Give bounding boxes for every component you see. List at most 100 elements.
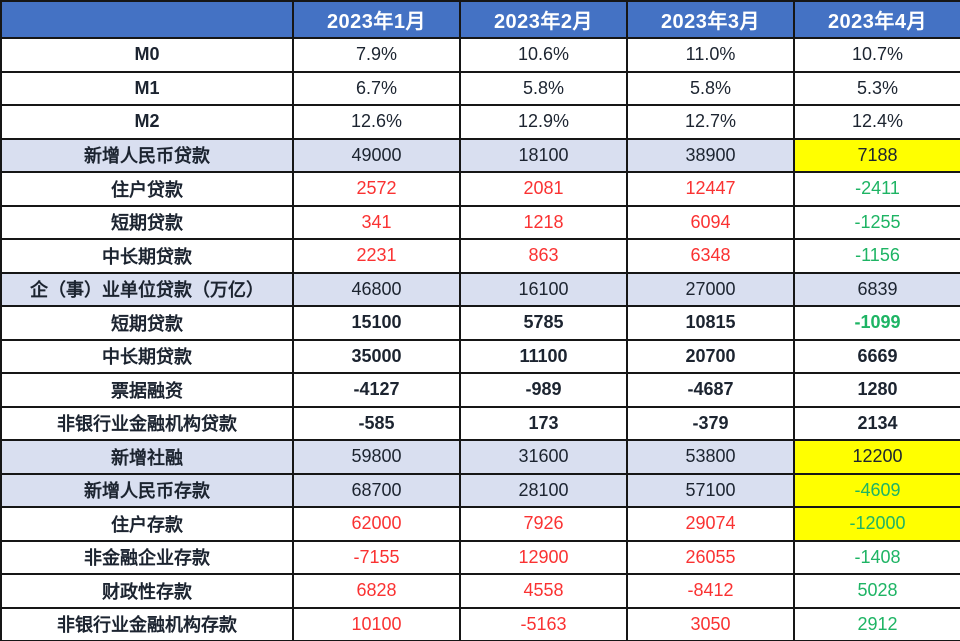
cell-value: 10815 xyxy=(626,305,795,341)
cell-value: -585 xyxy=(292,405,461,441)
cell-value: 18100 xyxy=(459,137,628,173)
table-row: 住户存款 62000 7926 29074 -12000 xyxy=(0,506,960,542)
cell-value: -4687 xyxy=(626,372,795,408)
cell-value: 6348 xyxy=(626,238,795,274)
cell-value: -12000 xyxy=(793,506,960,542)
cell-value: 12.6% xyxy=(292,104,461,140)
cell-value: 6.7% xyxy=(292,70,461,106)
table-row: 中长期贷款 35000 11100 20700 6669 xyxy=(0,338,960,374)
cell-value: 12900 xyxy=(459,539,628,575)
cell-value: 11100 xyxy=(459,338,628,374)
cell-value: 12.9% xyxy=(459,104,628,140)
cell-value: 12200 xyxy=(793,439,960,475)
table-row: 非银行业金融机构贷款 -585 173 -379 2134 xyxy=(0,405,960,441)
cell-value: 4558 xyxy=(459,573,628,609)
cell-value: -8412 xyxy=(626,573,795,609)
cell-value: 68700 xyxy=(292,472,461,508)
row-label: M0 xyxy=(0,37,294,73)
cell-value: 35000 xyxy=(292,338,461,374)
cell-value: 173 xyxy=(459,405,628,441)
table-row: M1 6.7% 5.8% 5.8% 5.3% xyxy=(0,70,960,106)
cell-value: 46800 xyxy=(292,271,461,307)
cell-value: 11.0% xyxy=(626,37,795,73)
cell-value: 38900 xyxy=(626,137,795,173)
table-row: 新增人民币存款 68700 28100 57100 -4609 xyxy=(0,472,960,508)
header-row: 2023年1月 2023年2月 2023年3月 2023年4月 xyxy=(0,0,960,39)
cell-value: 5028 xyxy=(793,573,960,609)
cell-value: 6828 xyxy=(292,573,461,609)
table-row: 短期贷款 15100 5785 10815 -1099 xyxy=(0,305,960,341)
cell-value: 20700 xyxy=(626,338,795,374)
row-label: 非银行业金融机构存款 xyxy=(0,606,294,641)
table-row: 企（事）业单位贷款（万亿） 46800 16100 27000 6839 xyxy=(0,271,960,307)
cell-value: 7.9% xyxy=(292,37,461,73)
cell-value: 59800 xyxy=(292,439,461,475)
row-label: 中长期贷款 xyxy=(0,238,294,274)
cell-value: 6839 xyxy=(793,271,960,307)
row-label: 新增人民币存款 xyxy=(0,472,294,508)
cell-value: -379 xyxy=(626,405,795,441)
row-label: 住户存款 xyxy=(0,506,294,542)
cell-value: 28100 xyxy=(459,472,628,508)
cell-value: 10.7% xyxy=(793,37,960,73)
column-header-month: 2023年2月 xyxy=(459,0,628,39)
table-body: M0 7.9% 10.6% 11.0% 10.7% M1 6.7% 5.8% 5.8% 5.3% M… xyxy=(0,37,960,641)
row-label: 非金融企业存款 xyxy=(0,539,294,575)
cell-value: 49000 xyxy=(292,137,461,173)
row-label: 短期贷款 xyxy=(0,305,294,341)
cell-value: 12447 xyxy=(626,171,795,207)
cell-value: -7155 xyxy=(292,539,461,575)
row-label: 财政性存款 xyxy=(0,573,294,609)
row-label: 短期贷款 xyxy=(0,204,294,240)
table-row: 非金融企业存款 -7155 12900 26055 -1408 xyxy=(0,539,960,575)
table-row: 新增人民币贷款 49000 18100 38900 7188 xyxy=(0,137,960,173)
cell-value: 53800 xyxy=(626,439,795,475)
cell-value: 5785 xyxy=(459,305,628,341)
row-label: 企（事）业单位贷款（万亿） xyxy=(0,271,294,307)
cell-value: -2411 xyxy=(793,171,960,207)
cell-value: -989 xyxy=(459,372,628,408)
cell-value: 15100 xyxy=(292,305,461,341)
row-label: M1 xyxy=(0,70,294,106)
cell-value: -4609 xyxy=(793,472,960,508)
cell-value: 6094 xyxy=(626,204,795,240)
row-label: 非银行业金融机构贷款 xyxy=(0,405,294,441)
table-row: 住户贷款 2572 2081 12447 -2411 xyxy=(0,171,960,207)
cell-value: 2912 xyxy=(793,606,960,641)
cell-value: 5.8% xyxy=(459,70,628,106)
row-label: 新增人民币贷款 xyxy=(0,137,294,173)
corner-header-cell xyxy=(0,0,294,39)
cell-value: -4127 xyxy=(292,372,461,408)
row-label: 新增社融 xyxy=(0,439,294,475)
table-header: 2023年1月 2023年2月 2023年3月 2023年4月 xyxy=(0,0,960,39)
cell-value: 62000 xyxy=(292,506,461,542)
cell-value: 29074 xyxy=(626,506,795,542)
cell-value: 1280 xyxy=(793,372,960,408)
table-row: 中长期贷款 2231 863 6348 -1156 xyxy=(0,238,960,274)
cell-value: 31600 xyxy=(459,439,628,475)
cell-value: 3050 xyxy=(626,606,795,641)
table-row: 非银行业金融机构存款 10100 -5163 3050 2912 xyxy=(0,606,960,641)
table-row: M2 12.6% 12.9% 12.7% 12.4% xyxy=(0,104,960,140)
cell-value: 10.6% xyxy=(459,37,628,73)
cell-value: 16100 xyxy=(459,271,628,307)
cell-value: 12.4% xyxy=(793,104,960,140)
table-row: 财政性存款 6828 4558 -8412 5028 xyxy=(0,573,960,609)
column-header-month: 2023年3月 xyxy=(626,0,795,39)
cell-value: 2134 xyxy=(793,405,960,441)
cell-value: 2081 xyxy=(459,171,628,207)
table-row: M0 7.9% 10.6% 11.0% 10.7% xyxy=(0,37,960,73)
cell-value: 7188 xyxy=(793,137,960,173)
cell-value: -1408 xyxy=(793,539,960,575)
cell-value: -1255 xyxy=(793,204,960,240)
cell-value: 57100 xyxy=(626,472,795,508)
cell-value: 10100 xyxy=(292,606,461,641)
column-header-month: 2023年4月 xyxy=(793,0,960,39)
row-label: 住户贷款 xyxy=(0,171,294,207)
cell-value: 26055 xyxy=(626,539,795,575)
row-label: 中长期贷款 xyxy=(0,338,294,374)
cell-value: -1156 xyxy=(793,238,960,274)
cell-value: 863 xyxy=(459,238,628,274)
